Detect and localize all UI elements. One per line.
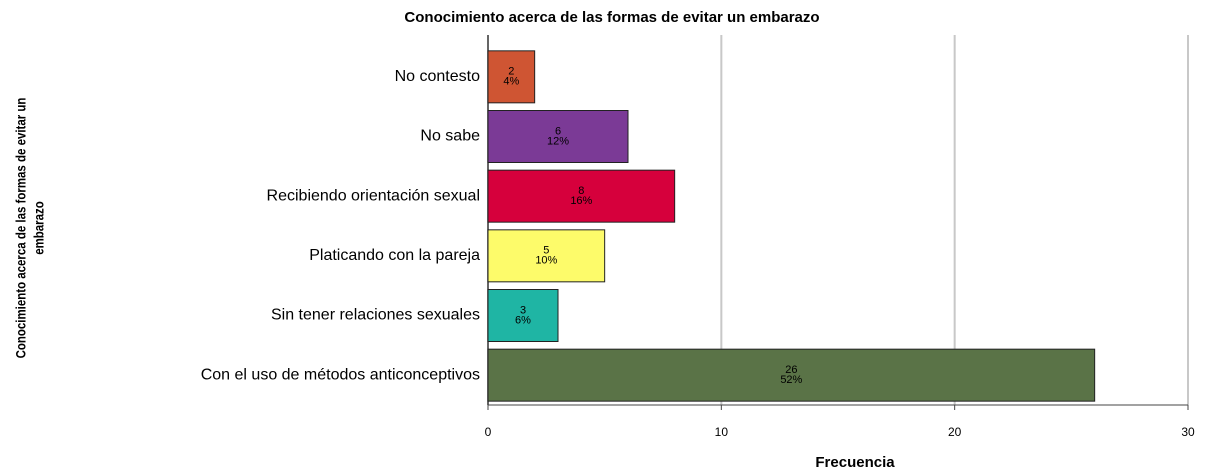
x-tick-label: 10 <box>715 425 729 439</box>
percent-label: 52% <box>780 374 802 386</box>
data-label: 3 <box>520 304 526 316</box>
y-tick-label: Platicando con la pareja <box>309 247 480 264</box>
y-axis-label: Conocimiento acerca de las formas de evi… <box>13 97 47 358</box>
bar <box>487 289 559 342</box>
y-tick-label: No contesto <box>395 68 480 85</box>
x-tick-label: 30 <box>1181 425 1195 439</box>
bar <box>487 50 536 104</box>
data-label: 26 <box>785 364 797 376</box>
x-tick-label: 0 <box>485 425 492 439</box>
bar <box>487 169 676 223</box>
data-label: 2 <box>508 66 514 78</box>
percent-label: 16% <box>570 195 592 207</box>
data-label: 8 <box>578 185 584 197</box>
data-label: 6 <box>555 125 561 137</box>
percent-label: 6% <box>515 314 531 326</box>
percent-label: 10% <box>535 255 557 267</box>
bar <box>487 110 629 163</box>
percent-label: 12% <box>547 135 569 147</box>
chart-title: Conocimiento acerca de las formas de evi… <box>404 9 819 26</box>
percent-label: 4% <box>503 76 519 88</box>
y-tick-label: Sin tener relaciones sexuales <box>271 307 480 324</box>
data-label: 5 <box>543 245 549 257</box>
y-axis-label-line: embarazo <box>31 201 47 255</box>
y-tick-label: No sabe <box>420 128 480 145</box>
x-tick-label: 20 <box>948 425 962 439</box>
bar <box>487 348 1096 402</box>
y-tick-label: Recibiendo orientación sexual <box>267 187 480 204</box>
y-axis-label-line: Conocimiento acerca de las formas de evi… <box>13 97 29 358</box>
x-axis-label: Frecuencia <box>815 454 895 470</box>
bar <box>487 229 606 283</box>
y-tick-label: Con el uso de métodos anticonceptivos <box>201 366 480 383</box>
